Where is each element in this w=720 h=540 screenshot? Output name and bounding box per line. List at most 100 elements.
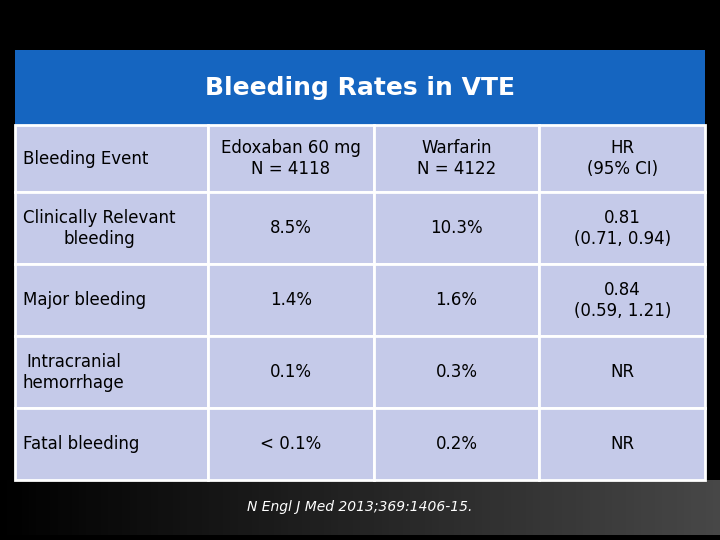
- Text: Edoxaban 60 mg
N = 4118: Edoxaban 60 mg N = 4118: [221, 139, 361, 178]
- Bar: [65, 480, 72, 535]
- Bar: [374, 408, 539, 480]
- Bar: [194, 480, 202, 535]
- Bar: [554, 480, 562, 535]
- Bar: [274, 480, 281, 535]
- Bar: [245, 480, 252, 535]
- Bar: [50, 480, 58, 535]
- Bar: [461, 480, 468, 535]
- Bar: [418, 480, 425, 535]
- Text: 8.5%: 8.5%: [270, 219, 312, 238]
- Bar: [15, 192, 208, 265]
- Text: 0.3%: 0.3%: [436, 363, 477, 381]
- Bar: [562, 480, 569, 535]
- Bar: [238, 480, 245, 535]
- Text: 1.6%: 1.6%: [436, 291, 477, 309]
- Bar: [346, 480, 353, 535]
- Bar: [518, 480, 526, 535]
- Bar: [15, 265, 208, 336]
- Bar: [698, 480, 706, 535]
- Bar: [259, 480, 266, 535]
- Text: < 0.1%: < 0.1%: [261, 435, 322, 453]
- Bar: [208, 192, 374, 265]
- Bar: [15, 125, 208, 192]
- Bar: [216, 480, 223, 535]
- Bar: [208, 125, 374, 192]
- Text: 10.3%: 10.3%: [431, 219, 483, 238]
- Bar: [208, 336, 374, 408]
- Bar: [288, 480, 295, 535]
- Bar: [151, 480, 158, 535]
- Bar: [7, 480, 14, 535]
- Text: 1.4%: 1.4%: [270, 291, 312, 309]
- Bar: [302, 480, 310, 535]
- Bar: [547, 480, 554, 535]
- Text: N Engl J Med 2013;369:1406-15.: N Engl J Med 2013;369:1406-15.: [247, 501, 473, 515]
- Bar: [252, 480, 259, 535]
- Text: NR: NR: [610, 435, 634, 453]
- Bar: [655, 480, 662, 535]
- Bar: [605, 480, 612, 535]
- Text: Fatal bleeding: Fatal bleeding: [23, 435, 140, 453]
- Bar: [209, 480, 216, 535]
- Bar: [72, 480, 79, 535]
- Bar: [576, 480, 583, 535]
- Bar: [281, 480, 288, 535]
- Bar: [626, 480, 634, 535]
- Bar: [324, 480, 331, 535]
- Bar: [317, 480, 324, 535]
- Text: 0.84
(0.59, 1.21): 0.84 (0.59, 1.21): [574, 281, 671, 320]
- Bar: [539, 265, 705, 336]
- Bar: [137, 480, 144, 535]
- Bar: [14, 480, 22, 535]
- Text: Warfarin
N = 4122: Warfarin N = 4122: [417, 139, 496, 178]
- Bar: [439, 480, 446, 535]
- Bar: [619, 480, 626, 535]
- Text: 0.2%: 0.2%: [436, 435, 477, 453]
- Text: Intracranial
hemorrhage: Intracranial hemorrhage: [23, 353, 125, 392]
- Bar: [374, 336, 539, 408]
- Bar: [539, 125, 705, 192]
- Bar: [641, 480, 648, 535]
- Bar: [22, 480, 29, 535]
- Bar: [115, 480, 122, 535]
- Bar: [403, 480, 410, 535]
- Bar: [583, 480, 590, 535]
- Bar: [374, 125, 539, 192]
- Bar: [208, 408, 374, 480]
- Text: Bleeding Rates in VTE: Bleeding Rates in VTE: [205, 76, 515, 99]
- Bar: [180, 480, 187, 535]
- Bar: [432, 480, 439, 535]
- Text: Major bleeding: Major bleeding: [23, 291, 146, 309]
- Bar: [15, 50, 705, 125]
- Bar: [662, 480, 670, 535]
- Bar: [598, 480, 605, 535]
- Bar: [36, 480, 43, 535]
- Bar: [684, 480, 691, 535]
- Bar: [539, 192, 705, 265]
- Bar: [353, 480, 360, 535]
- Bar: [43, 480, 50, 535]
- Bar: [202, 480, 209, 535]
- Bar: [29, 480, 36, 535]
- Bar: [590, 480, 598, 535]
- Bar: [374, 480, 382, 535]
- Bar: [130, 480, 137, 535]
- Bar: [15, 336, 208, 408]
- Bar: [526, 480, 533, 535]
- Bar: [360, 480, 367, 535]
- Bar: [266, 480, 274, 535]
- Bar: [396, 480, 403, 535]
- Bar: [158, 480, 166, 535]
- Bar: [425, 480, 432, 535]
- Bar: [230, 480, 238, 535]
- Bar: [374, 265, 539, 336]
- Bar: [533, 480, 540, 535]
- Bar: [86, 480, 94, 535]
- Bar: [670, 480, 677, 535]
- Bar: [108, 480, 115, 535]
- Bar: [482, 480, 490, 535]
- Bar: [648, 480, 655, 535]
- Bar: [331, 480, 338, 535]
- Bar: [539, 408, 705, 480]
- Bar: [310, 480, 317, 535]
